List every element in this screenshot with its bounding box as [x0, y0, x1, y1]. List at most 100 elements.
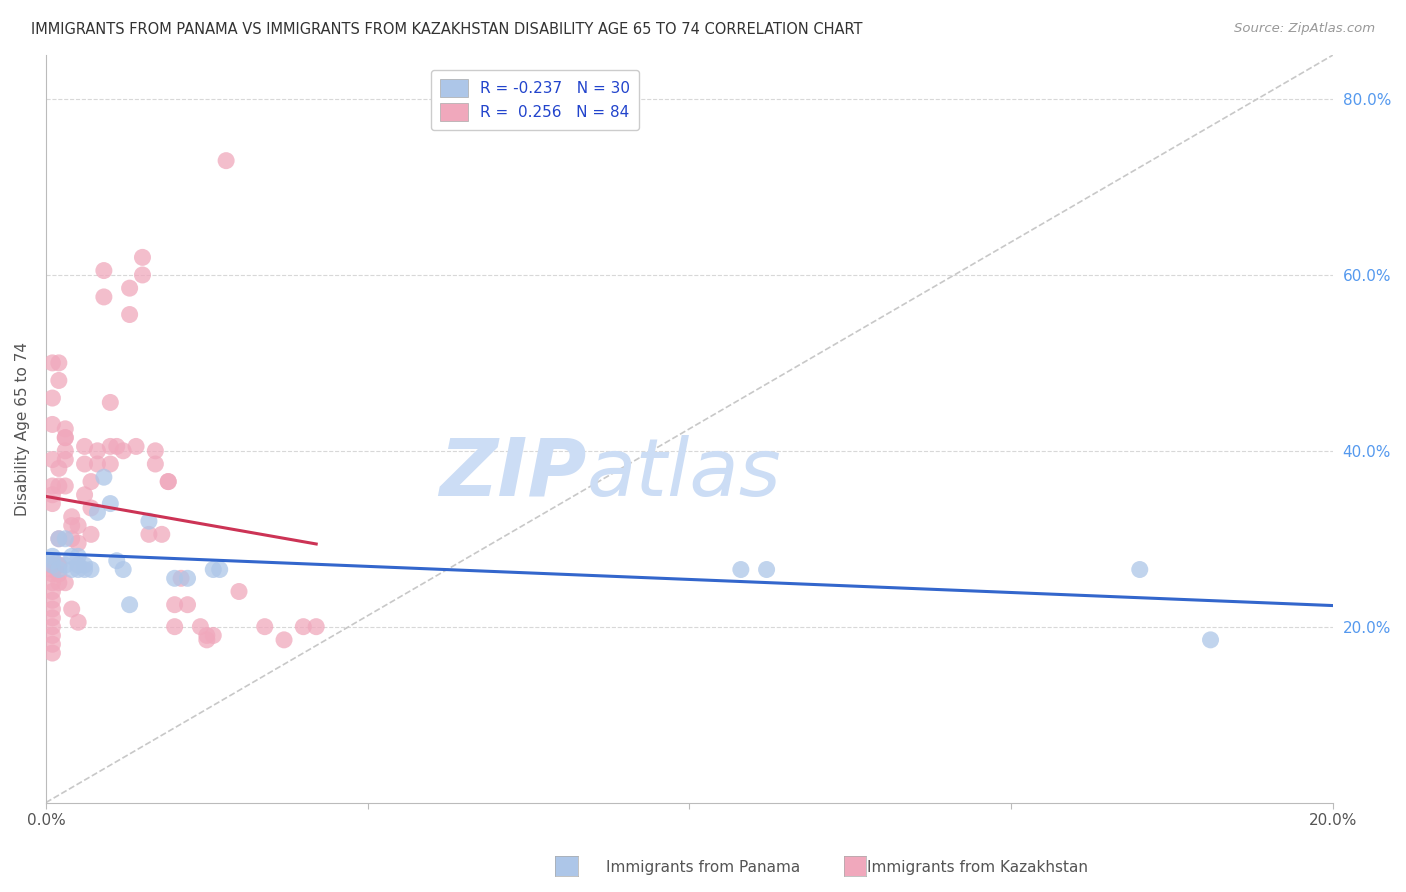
Text: Source: ZipAtlas.com: Source: ZipAtlas.com	[1234, 22, 1375, 36]
Point	[48, 558, 70, 573]
Point	[305, 620, 328, 634]
Point	[48, 479, 70, 493]
Point	[53, 431, 76, 445]
Point	[118, 598, 141, 612]
Point	[41, 417, 63, 432]
Point	[67, 562, 90, 576]
Point	[1199, 632, 1222, 647]
Point	[73, 558, 96, 573]
Point	[48, 562, 70, 576]
Point	[228, 584, 250, 599]
Point	[41, 620, 63, 634]
Point	[176, 598, 198, 612]
Point	[86, 505, 108, 519]
Text: atlas: atlas	[586, 434, 782, 513]
Point	[190, 620, 212, 634]
Point	[80, 500, 103, 515]
Point	[48, 532, 70, 546]
Point	[93, 263, 115, 277]
Point	[730, 562, 752, 576]
Point	[41, 488, 63, 502]
Point	[48, 532, 70, 546]
Point	[1129, 562, 1152, 576]
Point	[67, 536, 90, 550]
Point	[53, 422, 76, 436]
Point	[215, 153, 238, 168]
Point	[41, 566, 63, 581]
Point	[67, 615, 90, 630]
Point	[202, 562, 225, 576]
Point	[118, 308, 141, 322]
Point	[53, 431, 76, 445]
Point	[143, 457, 166, 471]
Point	[67, 549, 90, 564]
Point	[157, 475, 180, 489]
Point	[41, 562, 63, 576]
Point	[41, 611, 63, 625]
Point	[60, 602, 83, 616]
Point	[60, 518, 83, 533]
Point	[41, 558, 63, 573]
Point	[41, 628, 63, 642]
Text: Immigrants from Panama: Immigrants from Panama	[606, 860, 800, 874]
Point	[73, 488, 96, 502]
Point	[98, 395, 121, 409]
Point	[41, 452, 63, 467]
Point	[41, 558, 63, 573]
Point	[53, 452, 76, 467]
Point	[195, 628, 218, 642]
Point	[67, 518, 90, 533]
Point	[138, 514, 160, 528]
Point	[86, 443, 108, 458]
Point	[53, 443, 76, 458]
Point	[48, 374, 70, 388]
Point	[41, 646, 63, 660]
Point	[41, 554, 63, 568]
Point	[73, 439, 96, 453]
Text: IMMIGRANTS FROM PANAMA VS IMMIGRANTS FROM KAZAKHSTAN DISABILITY AGE 65 TO 74 COR: IMMIGRANTS FROM PANAMA VS IMMIGRANTS FRO…	[31, 22, 862, 37]
Point	[131, 268, 153, 282]
Point	[60, 562, 83, 576]
Point	[67, 558, 90, 573]
Point	[41, 391, 63, 405]
Point	[112, 443, 135, 458]
Point	[202, 628, 225, 642]
Point	[53, 532, 76, 546]
Point	[98, 439, 121, 453]
Point	[208, 562, 231, 576]
Point	[143, 443, 166, 458]
Point	[163, 620, 186, 634]
Point	[86, 457, 108, 471]
Point	[138, 527, 160, 541]
Point	[41, 602, 63, 616]
Point	[73, 562, 96, 576]
Point	[253, 620, 276, 634]
Point	[60, 532, 83, 546]
Point	[41, 637, 63, 651]
Point	[48, 558, 70, 573]
Point	[41, 575, 63, 590]
Point	[80, 475, 103, 489]
Point	[80, 527, 103, 541]
Point	[131, 251, 153, 265]
Point	[41, 593, 63, 607]
Point	[60, 509, 83, 524]
Point	[150, 527, 173, 541]
Point	[41, 356, 63, 370]
Point	[105, 439, 128, 453]
Point	[48, 356, 70, 370]
Point	[273, 632, 295, 647]
Point	[93, 470, 115, 484]
Point	[93, 290, 115, 304]
Point	[112, 562, 135, 576]
Point	[53, 479, 76, 493]
Point	[48, 461, 70, 475]
Point	[118, 281, 141, 295]
Point	[53, 558, 76, 573]
Point	[163, 571, 186, 585]
Point	[48, 575, 70, 590]
Point	[53, 575, 76, 590]
Point	[292, 620, 315, 634]
Point	[41, 497, 63, 511]
Point	[125, 439, 148, 453]
